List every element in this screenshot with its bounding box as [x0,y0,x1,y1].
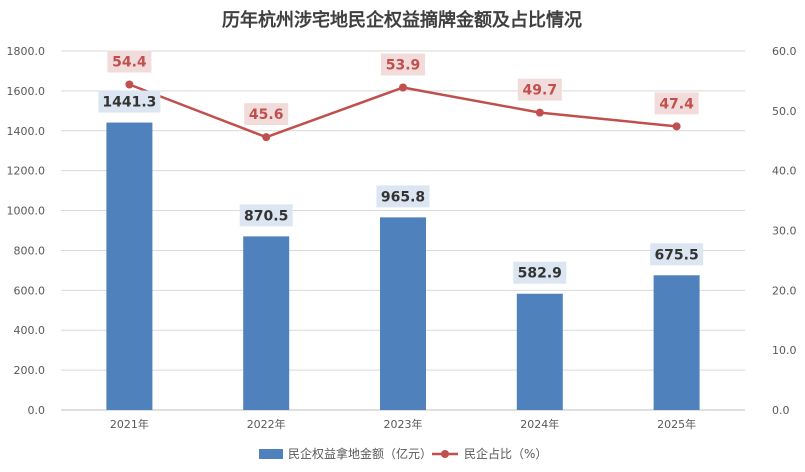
line-series [125,80,681,142]
bar [653,275,700,410]
line-point [125,80,134,89]
bar-label-bg [376,185,430,208]
line-point [399,83,407,92]
bar-data-label: 675.5 [654,247,698,263]
series-line [128,83,677,139]
line-data-label: 49.7 [523,83,558,99]
line-data-label: 47.4 [659,96,694,112]
data-labels: 1441.3 870.5 965.8 582.9 675.5 54.4 45.6 53.9 49… [98,50,704,284]
line-label-bg [107,50,152,73]
legend-line-label: 民企占比（%） [464,446,547,461]
line-label-bg [654,92,699,115]
axes: 0.0 200.0 400.0 600.0 800.0 1000.0 1200.0 1400.… [7,45,797,431]
bar-data-label: 1441.3 [102,95,156,111]
y-left-tick-label: 1400.0 [7,125,46,138]
bar-label-bg [239,204,293,227]
line-label-bg [381,53,425,76]
x-tick-label: 2021年 [110,417,149,431]
y-right-tick-label: 40.0 [772,165,797,178]
y-right-tick-label: 10.0 [772,344,797,357]
x-tick-label: 2022年 [247,417,286,431]
y-left-tick-label: 800.0 [14,244,46,257]
x-tick-label: 2024年 [520,417,559,431]
line-data-label: 54.4 [112,55,147,71]
line-point [262,133,271,142]
y-left-tick-label: 200.0 [14,364,46,377]
bar-series [106,122,700,411]
y-right-tick-label: 60.0 [772,45,797,58]
bar [106,122,153,411]
line-data-label: 53.9 [386,57,421,73]
bar-data-label: 582.9 [518,266,562,282]
line-point [535,108,544,117]
legend-line-marker [441,450,449,458]
y-right-tick-label: 0.0 [772,404,790,417]
x-tick-label: 2023年 [384,417,423,431]
chart-title: 历年杭州涉宅地民企权益摘牌金额及占比情况 [222,9,582,31]
bar-label-bg [650,243,704,266]
legend: 民企权益拿地金额（亿元） 民企占比（%） [259,446,547,461]
bar [516,293,563,410]
y-left-tick-label: 600.0 [14,284,46,297]
bar [380,217,426,410]
bar-data-label: 870.5 [244,208,288,224]
legend-bar-label: 民企权益拿地金额（亿元） [288,446,432,461]
y-right-tick-label: 50.0 [772,105,797,118]
y-left-tick-label: 1200.0 [7,165,46,178]
bar-label-bg [98,90,161,113]
bar-data-label: 965.8 [381,189,425,205]
y-left-tick-label: 400.0 [14,324,46,337]
y-left-tick-label: 1600.0 [7,85,46,98]
y-right-tick-label: 30.0 [772,225,797,238]
y-left-tick-label: 1800.0 [7,45,46,58]
y-left-tick-label: 0.0 [28,404,46,417]
line-label-bg [244,103,289,126]
x-tick-label: 2025年 [657,417,696,431]
bar [243,236,290,410]
line-data-label: 45.6 [249,107,284,123]
line-point [672,122,681,131]
y-left-tick-label: 1000.0 [7,205,46,218]
legend-bar-swatch [259,449,283,459]
y-right-tick-label: 20.0 [772,284,797,297]
line-label-bg [517,78,562,101]
bar-label-bg [513,261,567,284]
